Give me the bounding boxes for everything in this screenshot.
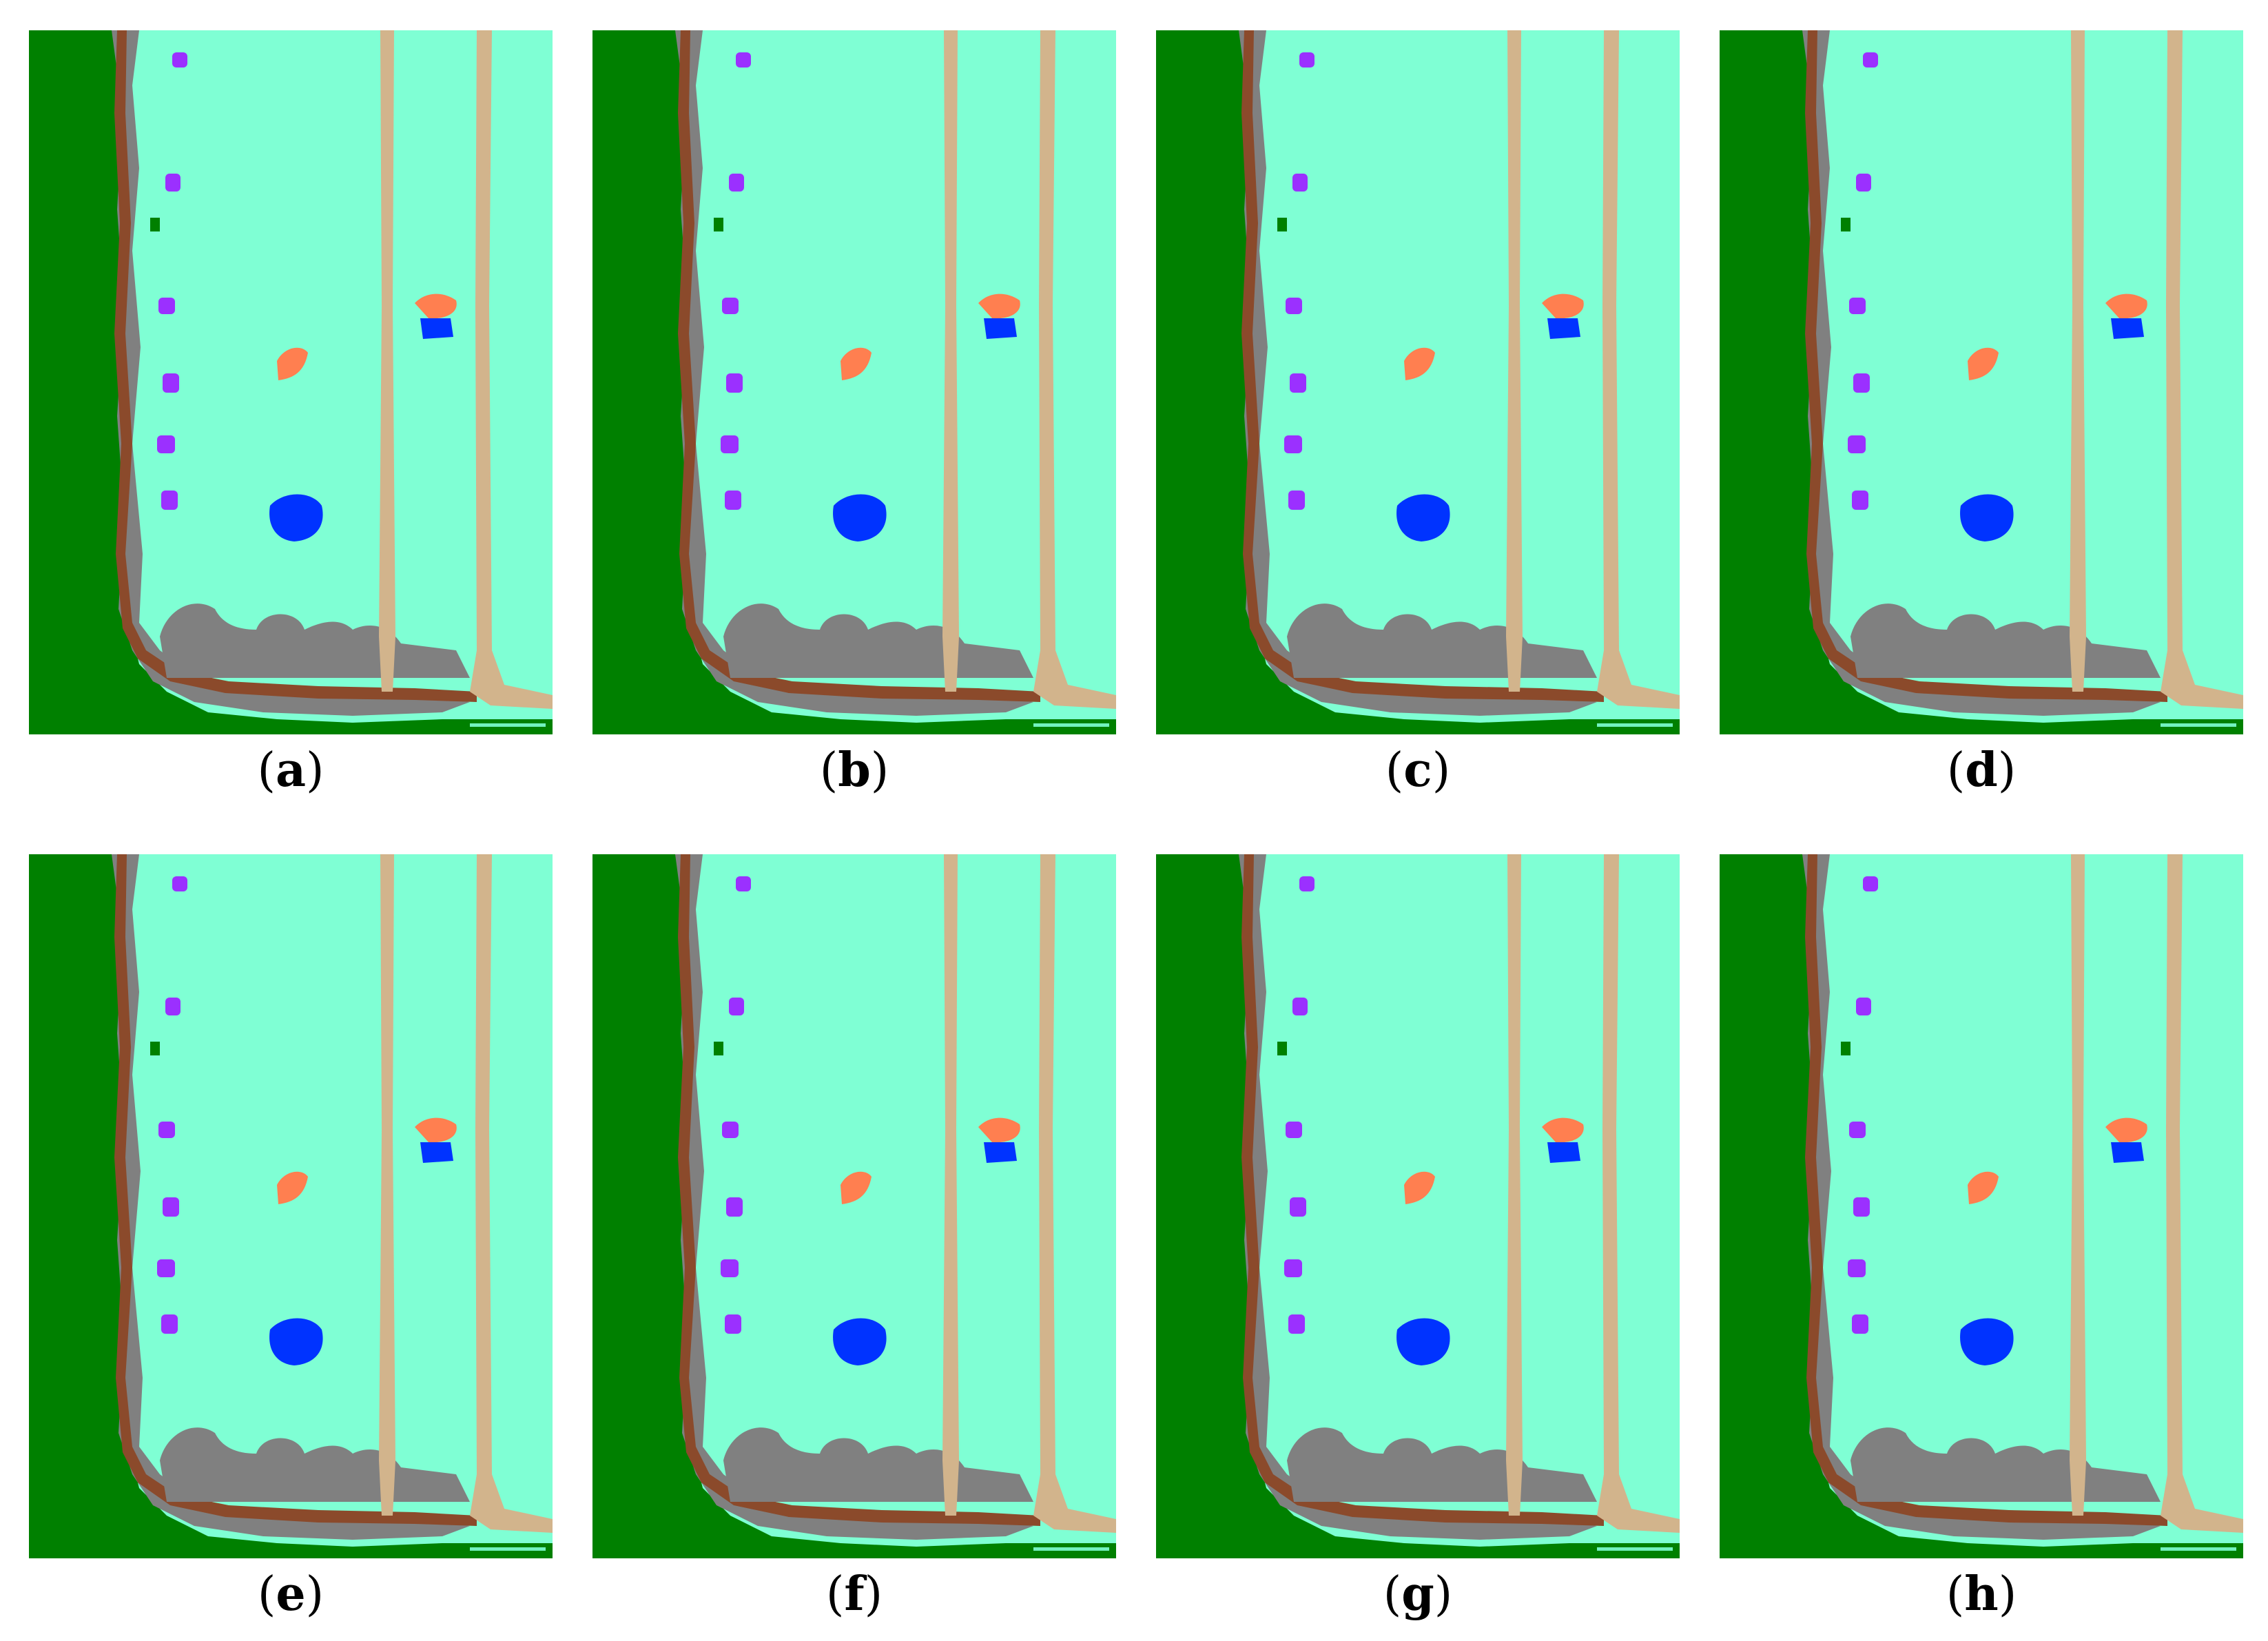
panel-caption-f: (f) (825, 1567, 883, 1622)
panel-caption-g: (g) (1383, 1567, 1453, 1622)
segmentation-map-f (592, 854, 1116, 1558)
segmentation-map-h (1720, 854, 2243, 1558)
segmentation-map-e (29, 854, 553, 1558)
panel-caption-e: (e) (257, 1567, 324, 1622)
panel-c: (c) (1127, 0, 1888, 814)
segmentation-map-a (29, 30, 553, 734)
panel-caption-a: (a) (257, 743, 324, 798)
panel-label-h: h (1964, 1567, 1999, 1622)
panel-label-e: e (276, 1567, 306, 1622)
panel-f: (f) (564, 824, 1324, 1638)
segmentation-map-d (1720, 30, 2243, 734)
panel-b: (b) (564, 0, 1324, 814)
panel-a: (a) (0, 0, 761, 814)
panel-label-a: a (275, 743, 307, 798)
panel-caption-d: (d) (1946, 743, 2017, 798)
panel-label-b: b (838, 743, 871, 798)
panel-label-f: f (844, 1567, 865, 1622)
panel-label-c: c (1403, 743, 1432, 798)
panel-caption-c: (c) (1385, 743, 1451, 798)
panel-e: (e) (0, 824, 761, 1638)
panel-g: (g) (1127, 824, 1888, 1638)
panel-label-g: g (1401, 1567, 1434, 1622)
panel-d: (d) (1691, 0, 2268, 814)
panel-h: (h) (1691, 824, 2268, 1638)
panel-caption-b: (b) (819, 743, 889, 798)
segmentation-map-b (592, 30, 1116, 734)
segmentation-map-c (1156, 30, 1680, 734)
panel-caption-h: (h) (1946, 1567, 2017, 1622)
panel-label-d: d (1965, 743, 1998, 798)
segmentation-map-g (1156, 854, 1680, 1558)
